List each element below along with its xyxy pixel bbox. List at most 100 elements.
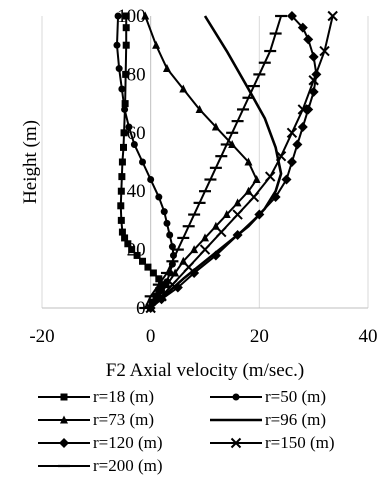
axes	[42, 16, 368, 309]
data-point-marker	[156, 294, 167, 305]
data-point-marker	[118, 158, 126, 166]
series-line	[149, 15, 334, 309]
series-line	[144, 15, 283, 309]
series-3	[141, 11, 261, 312]
data-point-marker	[195, 104, 204, 113]
data-point-marker	[168, 243, 176, 251]
data-point-marker	[128, 246, 136, 254]
data-point-marker	[118, 173, 126, 181]
data-point-marker	[216, 226, 227, 238]
legend-label: r=18 (m)	[93, 387, 154, 406]
y-tick-label: 80	[127, 64, 146, 85]
data-point-marker	[152, 40, 161, 49]
tick-labels: -20 0 20 40 0 20 40 60 80 100	[29, 6, 377, 347]
data-point-marker	[264, 171, 276, 182]
legend-item: r=120 (m)	[38, 433, 163, 452]
legend-item: r=150 (m)	[210, 433, 335, 452]
data-point-marker	[190, 245, 199, 254]
x-tick-label: 0	[146, 326, 156, 347]
data-point-marker	[210, 250, 221, 261]
data-point-marker	[297, 104, 309, 115]
data-point-marker	[171, 268, 180, 277]
data-point-marker	[327, 10, 338, 22]
data-point-marker	[117, 216, 125, 224]
y-tick-label: 0	[136, 298, 146, 319]
data-point-marker	[141, 11, 150, 20]
data-point-marker	[133, 251, 141, 259]
y-axis-title: Height (m)	[20, 120, 41, 204]
data-point-marker	[147, 176, 155, 184]
legend-label: r=150 (m)	[265, 433, 335, 452]
data-point-marker	[113, 41, 121, 49]
y-tick-label: 100	[117, 6, 146, 27]
data-point-marker	[124, 240, 132, 248]
data-point-marker	[144, 263, 152, 271]
data-point-marker	[120, 129, 128, 137]
data-point-marker	[160, 208, 168, 216]
data-point-marker	[156, 291, 167, 302]
data-point-marker	[303, 34, 314, 45]
legend-label: r=50 (m)	[265, 387, 326, 406]
data-point-marker	[292, 139, 303, 150]
data-point-marker	[297, 22, 308, 33]
data-point-marker	[281, 174, 292, 185]
data-point-marker	[167, 279, 178, 290]
data-point-marker	[254, 209, 265, 220]
data-point-marker	[155, 275, 163, 283]
data-point-marker	[248, 191, 260, 203]
legend-label: r=73 (m)	[93, 410, 154, 429]
data-point-marker	[114, 12, 122, 20]
data-point-marker	[59, 438, 69, 448]
data-point-marker	[121, 100, 129, 108]
data-point-marker	[122, 24, 130, 32]
data-point-marker	[121, 234, 129, 242]
data-point-marker	[211, 122, 220, 131]
data-point-marker	[183, 261, 194, 273]
data-point-marker	[233, 198, 242, 207]
series-7	[139, 14, 288, 310]
data-point-marker	[118, 228, 126, 236]
x-tick-label: 40	[359, 326, 378, 347]
data-point-marker	[286, 11, 297, 21]
data-point-marker	[130, 140, 138, 148]
data-point-marker	[297, 121, 308, 132]
legend: r=18 (m) r=50 (m) r=73 (m) r=96 (m) r=120 (m…	[38, 387, 335, 475]
y-tick-label: 20	[127, 240, 146, 261]
legend-label: r=200 (m)	[93, 456, 163, 475]
data-point-marker	[201, 233, 209, 242]
data-point-marker	[117, 202, 125, 210]
data-point-marker	[232, 393, 240, 401]
y-tick-label: 40	[127, 181, 146, 202]
data-point-marker	[308, 51, 319, 62]
legend-label: r=120 (m)	[93, 433, 163, 452]
data-point-marker	[286, 157, 297, 167]
data-point-marker	[275, 150, 287, 162]
series-6	[145, 10, 338, 314]
data-point-marker	[122, 12, 130, 20]
data-point-marker	[319, 45, 330, 57]
data-point-marker	[163, 219, 171, 227]
data-point-marker	[230, 437, 242, 449]
data-point-marker	[148, 298, 156, 306]
y-tick-label: 60	[127, 123, 146, 144]
data-point-marker	[222, 210, 231, 219]
data-point-marker	[121, 105, 129, 113]
data-point-marker	[120, 143, 127, 151]
data-point-marker	[117, 187, 125, 195]
data-point-marker	[270, 192, 281, 203]
data-point-marker	[179, 84, 188, 93]
data-point-marker	[166, 231, 174, 239]
legend-item: r=50 (m)	[210, 387, 326, 406]
legend-item: r=18 (m)	[38, 387, 154, 406]
series-layer	[113, 10, 338, 314]
x-tick-label: -20	[29, 326, 54, 347]
data-point-marker	[60, 393, 68, 401]
legend-item: r=96 (m)	[210, 410, 326, 429]
data-point-marker	[162, 64, 171, 73]
data-point-marker	[252, 175, 261, 184]
data-point-marker	[244, 157, 253, 166]
data-point-marker	[118, 85, 126, 93]
x-tick-label: 20	[250, 326, 269, 347]
data-point-marker	[139, 158, 147, 166]
